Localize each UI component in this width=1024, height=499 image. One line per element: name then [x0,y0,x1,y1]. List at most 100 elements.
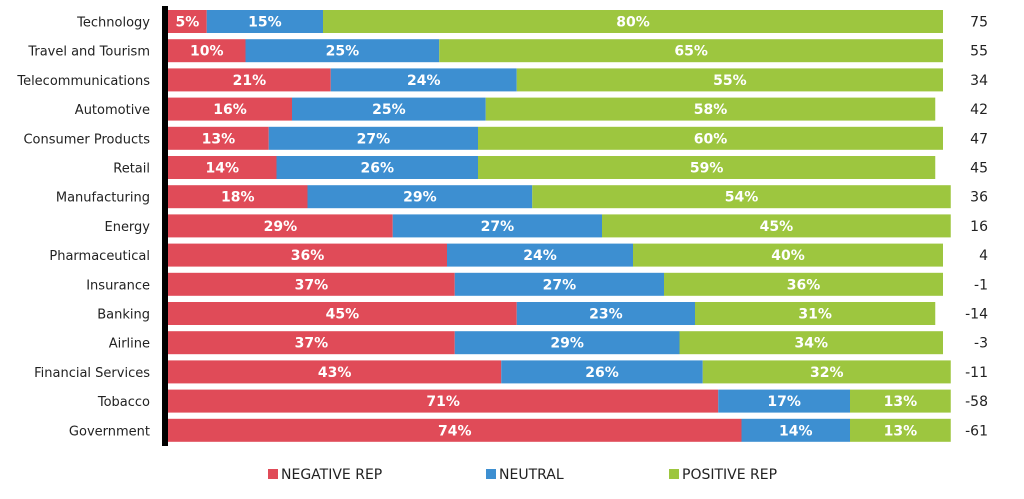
segment-value-label: 29% [264,219,298,235]
segment-value-label: 15% [248,15,282,31]
bar-segment-negative-rep [168,302,517,325]
segment-value-label: 26% [360,161,394,177]
bar-segment-positive-rep [478,156,936,179]
net-score-label: 47 [970,131,988,147]
legend-label: NEUTRAL [499,467,564,483]
category-label: Banking [97,308,150,323]
bar-segment-neutral [245,39,440,63]
bar-segment-neutral [276,156,478,179]
segment-value-label: 14% [205,161,239,177]
segment-value-label: 27% [357,131,391,147]
segment-value-label: 71% [426,394,460,410]
bar-segment-negative-rep [168,243,447,267]
bar-segment-negative-rep [168,126,269,150]
bar-segment-positive-rep [532,185,951,209]
bar-segment-negative-rep [168,214,393,238]
bar-segment-positive-rep [516,68,943,92]
legend-label: POSITIVE REP [682,467,777,483]
net-score-label: -11 [965,365,988,381]
bar-segment-positive-rep [478,126,943,150]
segment-value-label: 65% [674,44,708,60]
bar-segment-negative-rep [168,185,308,209]
segment-value-label: 55% [713,73,747,89]
bar-segment-positive-rep [850,389,951,413]
segment-value-label: 34% [794,336,828,352]
category-label: Financial Services [34,366,150,381]
bar-segment-neutral [454,272,664,296]
segment-value-label: 31% [798,307,832,323]
segment-value-label: 37% [295,277,329,293]
category-labels: Technology Travel and Tourism Telecommunic… [16,16,150,440]
segment-value-label: 45% [760,219,794,235]
category-label: Tobacco [97,395,150,410]
bar-segment-neutral [330,68,517,92]
category-label: Energy [104,220,150,235]
segment-value-label: 54% [725,190,759,206]
segment-value-label: 25% [326,44,360,60]
bar-segment-positive-rep [702,360,951,384]
segment-value-label: 5% [175,15,199,31]
segment-value-label: 80% [616,15,650,31]
category-label: Consumer Products [23,132,150,147]
bar-segment-neutral [268,126,478,150]
segment-value-label: 45% [326,307,360,323]
bar-segment-negative-rep [168,360,502,384]
segment-value-label: 27% [543,277,577,293]
bar-segment-negative-rep [168,156,277,179]
bar-segment-neutral [307,185,533,209]
segment-value-label: 74% [438,423,472,439]
bar-segment-positive-rep [633,243,943,267]
bar-segment-negative-rep [168,331,455,355]
net-score-label: -1 [974,277,988,293]
segment-value-label: 59% [690,161,724,177]
net-score-label: 4 [979,248,988,264]
bar-segment-negative-rep [168,10,207,33]
segment-value-label: 32% [810,365,844,381]
bar-segment-neutral [516,302,695,325]
category-label: Technology [76,16,150,31]
legend-item: POSITIVE REP [669,467,777,483]
bar-segment-positive-rep [664,272,943,296]
segment-value-label: 13% [884,423,918,439]
net-score-label: 55 [970,44,988,60]
segment-value-label: 10% [190,44,224,60]
segment-value-label: 60% [694,131,728,147]
bar-segment-neutral [447,243,633,267]
bar-segment-negative-rep [168,97,292,121]
segment-value-label: 36% [787,277,821,293]
bar-segment-positive-rep [602,214,951,238]
segment-value-label: 24% [407,73,441,89]
bar-segment-negative-rep [168,272,455,296]
bar-segment-neutral [292,97,486,121]
segment-value-label: 18% [221,190,255,206]
net-score-label: 42 [970,102,988,118]
segment-value-label: 43% [318,365,352,381]
legend-label: NEGATIVE REP [281,467,382,483]
net-score-label: 34 [970,73,988,89]
bar-segment-positive-rep [439,39,943,63]
bar-segment-neutral [392,214,602,238]
category-label: Travel and Tourism [27,45,150,60]
bars: 5% 15% 80% 10% 25% 65% 21% 24% 55% 16% 25% 58% 13% 27… [168,10,951,442]
category-label: Telecommunications [16,74,150,89]
bar-segment-negative-rep [168,389,719,413]
segment-value-label: 23% [589,307,623,323]
segment-value-label: 17% [767,394,801,410]
category-label: Automotive [75,103,150,118]
category-label: Government [69,424,150,439]
bar-segment-neutral [501,360,703,384]
bar-segment-neutral [206,10,323,33]
net-score-labels: 75 55 34 42 47 45 36 16 4 -1 -14 -3 -11 -58 -61 [965,15,988,440]
net-score-label: 45 [970,161,988,177]
category-label: Airline [109,337,150,352]
legend: NEGATIVE REP NEUTRAL POSITIVE REP [268,467,777,483]
segment-value-label: 36% [291,248,325,264]
segment-value-label: 13% [202,131,236,147]
bar-segment-neutral [718,389,850,413]
legend-swatch [268,469,278,479]
net-score-label: -58 [965,394,988,410]
net-score-label: -61 [965,423,988,439]
legend-swatch [486,469,496,479]
segment-value-label: 25% [372,102,406,118]
net-score-label: 36 [970,190,988,206]
